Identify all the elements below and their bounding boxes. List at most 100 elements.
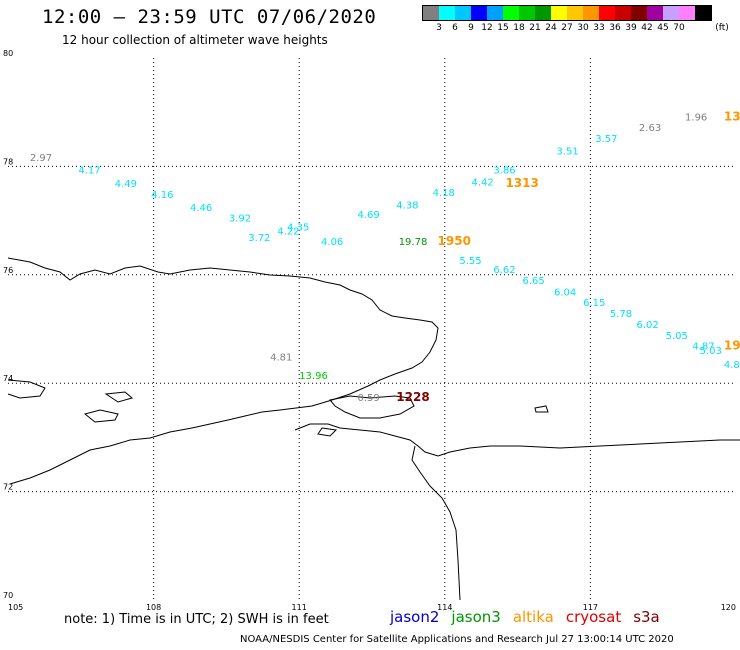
longitude-label: 117 bbox=[583, 603, 598, 612]
color-swatch bbox=[471, 6, 487, 20]
latitude-label: 74 bbox=[3, 374, 13, 383]
wave-height-value: 3.51 bbox=[556, 146, 578, 157]
color-swatch bbox=[615, 6, 631, 20]
wave-height-value: 4.35 bbox=[287, 222, 309, 233]
wave-height-value: 6.15 bbox=[583, 298, 605, 309]
taymyr-coastline bbox=[7, 257, 439, 485]
wave-height-value: 3.57 bbox=[595, 134, 617, 145]
wave-height-value: 3.86 bbox=[493, 165, 515, 176]
color-scale-swatches bbox=[422, 5, 712, 21]
color-scale-label: 70 bbox=[673, 23, 685, 33]
wave-height-value: 4.69 bbox=[357, 210, 379, 221]
island-4 bbox=[329, 395, 415, 419]
wave-height-value: 4.06 bbox=[321, 237, 343, 248]
units-note: note: 1) Time is in UTC; 2) SWH is in fe… bbox=[64, 612, 329, 627]
color-scale-label: 3 bbox=[436, 23, 442, 33]
legend-cryosat: cryosat bbox=[565, 608, 622, 626]
wave-height-value: 4.87 bbox=[692, 342, 714, 353]
wave-height-value: 5.03 bbox=[700, 346, 722, 357]
color-scale-ticks: 3 6 9 12 15 18 21 24 27 30 33 36 39 42 45 70 (ft) bbox=[422, 21, 729, 35]
wave-height-value: 131 bbox=[724, 109, 740, 123]
legend-altika: altika bbox=[512, 608, 554, 626]
wave-height-value: 1950 bbox=[438, 234, 471, 248]
wave-height-value: 6.62 bbox=[493, 265, 515, 276]
peninsula-coast bbox=[294, 423, 740, 457]
wave-height-value: 4.17 bbox=[78, 165, 100, 176]
wave-height-value: 6.04 bbox=[554, 287, 576, 298]
color-scale-label: 33 bbox=[593, 23, 605, 33]
island-6 bbox=[317, 427, 338, 437]
color-scale: 3 6 9 12 15 18 21 24 27 30 33 36 39 42 45 70 (ft) bbox=[422, 5, 729, 35]
axis-labels: 80 78 76 74 72 70 105 108 111 114 117 120 bbox=[3, 49, 736, 612]
color-scale-label: 9 bbox=[468, 23, 474, 33]
legend-jason2: jason2 bbox=[390, 608, 440, 626]
color-scale-label: 6 bbox=[452, 23, 458, 33]
color-scale-unit: (ft) bbox=[715, 23, 729, 33]
legend-jason3: jason3 bbox=[451, 608, 501, 626]
island-1 bbox=[7, 379, 46, 399]
color-scale-label: 21 bbox=[529, 23, 541, 33]
longitude-label: 108 bbox=[146, 603, 161, 612]
color-swatch bbox=[519, 6, 535, 20]
color-scale-label: 45 bbox=[657, 23, 669, 33]
color-scale-label: 27 bbox=[561, 23, 573, 33]
color-swatch bbox=[455, 6, 471, 20]
color-scale-label: 18 bbox=[513, 23, 525, 33]
coastline bbox=[7, 257, 740, 601]
wave-height-value: 19.78 bbox=[399, 237, 428, 248]
color-swatch bbox=[599, 6, 615, 20]
page-title: 12:00 – 23:59 UTC 07/06/2020 bbox=[42, 6, 377, 28]
lena-delta bbox=[411, 445, 461, 601]
credit-line: NOAA/NESDIS Center for Satellite Applica… bbox=[240, 634, 674, 645]
wave-height-value: 1.96 bbox=[685, 112, 707, 123]
wave-height-value: 4.38 bbox=[396, 201, 418, 212]
latitude-label: 76 bbox=[3, 266, 13, 275]
color-swatch bbox=[551, 6, 567, 20]
island-5 bbox=[534, 405, 549, 413]
wave-height-value: 4.22 bbox=[277, 227, 299, 238]
color-swatch bbox=[423, 6, 439, 20]
color-swatch bbox=[567, 6, 583, 20]
latitude-label: 72 bbox=[3, 483, 13, 492]
longitude-label: 120 bbox=[721, 603, 736, 612]
longitude-label: 105 bbox=[8, 603, 23, 612]
color-swatch bbox=[503, 6, 519, 20]
longitude-label: 114 bbox=[437, 603, 452, 612]
longitude-label: 111 bbox=[292, 603, 307, 612]
color-scale-label: 39 bbox=[625, 23, 637, 33]
wave-height-value: 4.85 bbox=[724, 360, 740, 371]
satellite-legend: jason2 jason3 altika cryosat s3a bbox=[390, 608, 672, 626]
color-swatch bbox=[535, 6, 551, 20]
wave-height-value: 3.92 bbox=[229, 214, 251, 225]
legend-s3a: s3a bbox=[633, 608, 660, 626]
wave-height-value: 4.42 bbox=[471, 177, 493, 188]
wave-height-value: 2.63 bbox=[639, 123, 661, 134]
color-scale-label: 15 bbox=[497, 23, 509, 33]
color-scale-label: 24 bbox=[545, 23, 557, 33]
wave-height-value: 0.59 bbox=[357, 393, 379, 404]
wave-height-value: 6.65 bbox=[522, 276, 544, 287]
island-3 bbox=[104, 391, 134, 403]
color-scale-label: 36 bbox=[609, 23, 621, 33]
color-swatch bbox=[695, 6, 711, 20]
color-scale-label: 12 bbox=[481, 23, 493, 33]
color-scale-label: 30 bbox=[577, 23, 589, 33]
wave-height-value: 1228 bbox=[396, 390, 429, 404]
latitude-label: 78 bbox=[3, 157, 13, 166]
wave-height-value: 3.72 bbox=[248, 233, 270, 244]
color-swatch bbox=[631, 6, 647, 20]
wave-height-value: 6.02 bbox=[637, 320, 659, 331]
color-swatch bbox=[439, 6, 455, 20]
wave-height-value: 4.16 bbox=[151, 190, 173, 201]
color-swatch bbox=[487, 6, 503, 20]
wave-height-value: 4.46 bbox=[190, 203, 212, 214]
color-scale-label: 42 bbox=[641, 23, 653, 33]
graticule bbox=[8, 58, 736, 600]
wave-height-value: 5.78 bbox=[610, 309, 632, 320]
page-subtitle: 12 hour collection of altimeter wave hei… bbox=[62, 33, 328, 47]
wave-height-value: 1313 bbox=[505, 176, 538, 190]
latitude-label: 80 bbox=[3, 49, 13, 58]
color-swatch bbox=[663, 6, 679, 20]
wave-height-value: 13.96 bbox=[299, 371, 328, 382]
